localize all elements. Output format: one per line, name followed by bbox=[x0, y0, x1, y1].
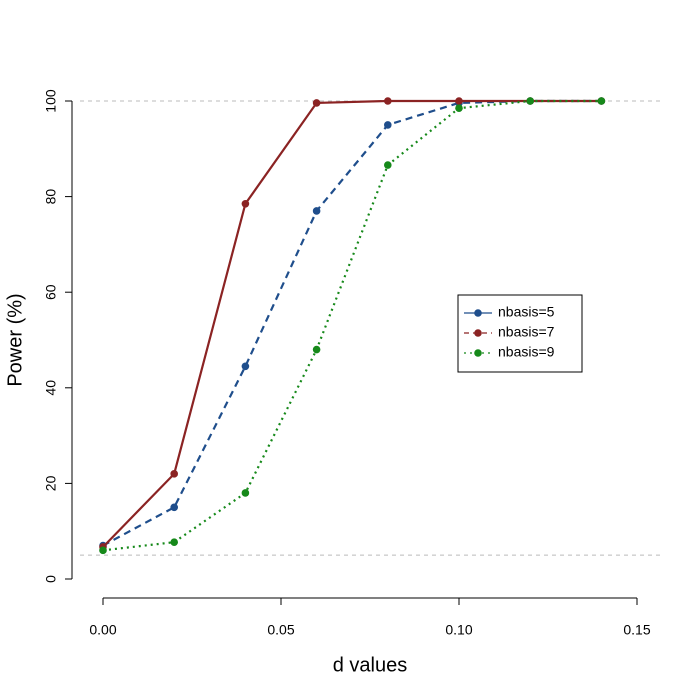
point bbox=[597, 97, 606, 105]
point bbox=[170, 470, 178, 478]
x-tick-label: 0.00 bbox=[89, 622, 116, 638]
x-axis-title: d values bbox=[333, 654, 408, 676]
legend-label: nbasis=5 bbox=[498, 304, 555, 320]
point bbox=[241, 489, 250, 497]
point bbox=[99, 546, 107, 555]
legend-label: nbasis=7 bbox=[498, 324, 555, 340]
point bbox=[384, 97, 392, 105]
point bbox=[384, 161, 392, 169]
legend-marker bbox=[474, 309, 482, 317]
point bbox=[384, 121, 392, 129]
series-line bbox=[102, 99, 602, 548]
point bbox=[455, 97, 463, 105]
x-tick-label: 0.15 bbox=[623, 622, 650, 638]
y-tick-label: 80 bbox=[43, 189, 59, 205]
legend-marker bbox=[474, 329, 482, 337]
point bbox=[455, 104, 463, 112]
y-tick-label: 40 bbox=[43, 380, 59, 396]
point bbox=[312, 345, 321, 354]
point bbox=[312, 99, 321, 107]
y-tick-label: 20 bbox=[43, 475, 59, 491]
series-line bbox=[102, 99, 602, 552]
y-tick-label: 60 bbox=[43, 284, 59, 300]
x-tick-label: 0.10 bbox=[445, 622, 472, 638]
point bbox=[241, 362, 250, 371]
y-tick-label: 0 bbox=[43, 575, 59, 583]
y-tick-label: 100 bbox=[43, 89, 59, 113]
point bbox=[241, 199, 250, 208]
point bbox=[312, 207, 321, 215]
legend-marker bbox=[474, 349, 482, 357]
y-axis-title: Power (%) bbox=[4, 293, 26, 386]
point bbox=[526, 97, 534, 105]
point bbox=[170, 503, 178, 512]
point bbox=[170, 538, 178, 546]
x-tick-label: 0.05 bbox=[267, 622, 294, 638]
legend-label: nbasis=9 bbox=[498, 344, 555, 360]
